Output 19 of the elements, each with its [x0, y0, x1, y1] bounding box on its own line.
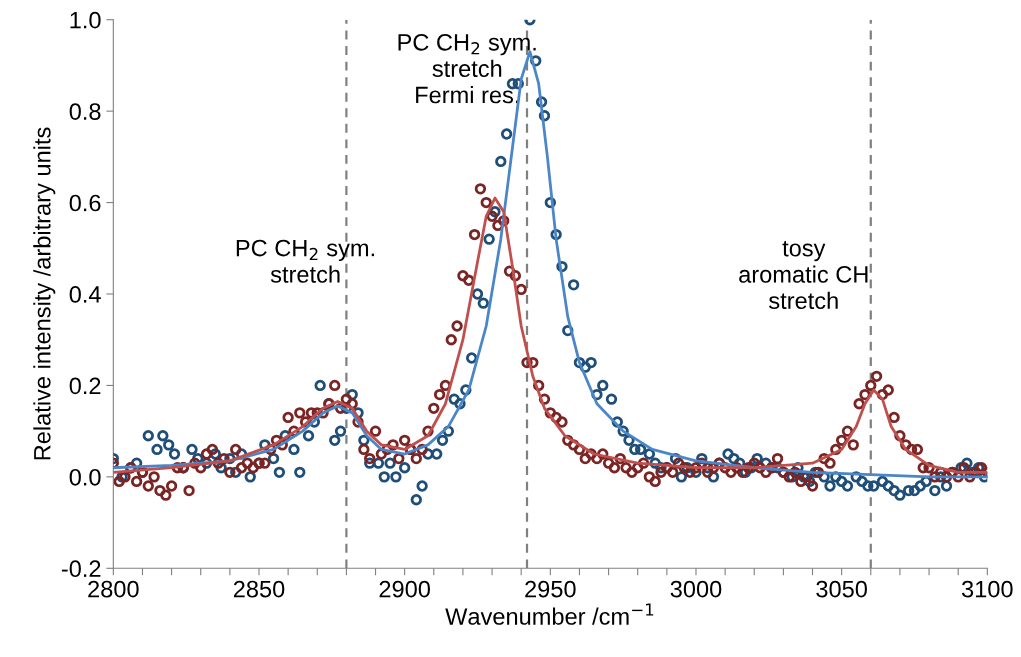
annotation: PC CH$_{2}$ sym. stretch [236, 239, 374, 283]
y-axis-title: Relative intensity /arbitrary units [33, 127, 56, 460]
y-tick-label: 0.6 [69, 194, 101, 212]
y-tick-label: 0.8 [69, 103, 101, 120]
y-tick-label: 0.4 [69, 286, 101, 303]
x-tick-label: 3100 [961, 580, 1013, 598]
y-tick-label: 0.2 [69, 377, 101, 395]
x-tick-label: 2950 [525, 580, 576, 598]
x-tick-label: 2850 [233, 580, 285, 598]
x-tick-label: 3050 [816, 580, 867, 598]
y-tick-label: 1.0 [70, 11, 101, 29]
x-axis-title: Wavenumber /cm$^{−1}$ [445, 603, 654, 625]
y-tick-label: 0.0 [69, 468, 101, 486]
annotation: PC CH$_{2}$ sym. stretch Fermi res. [398, 33, 536, 104]
x-tick-label: 3000 [670, 580, 722, 598]
x-tick-label: 2800 [88, 580, 139, 598]
annotation: tosy aromatic CH stretch [739, 240, 868, 310]
y-tick-label: -0.2 [61, 560, 101, 578]
x-tick-label: 2900 [379, 580, 430, 598]
